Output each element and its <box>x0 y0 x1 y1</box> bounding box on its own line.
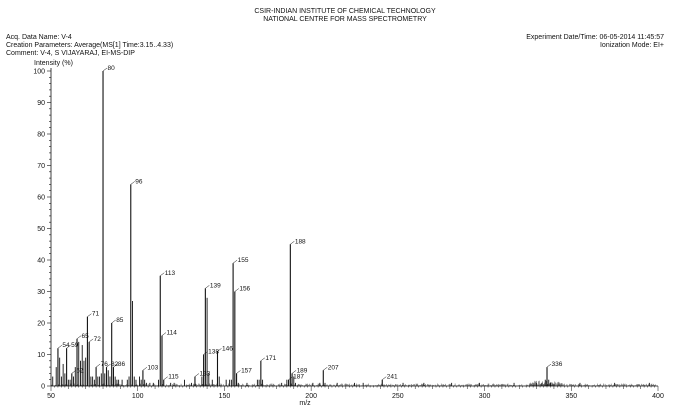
peak-label-leader <box>205 285 210 289</box>
peak-label-62: 62 <box>76 367 84 374</box>
peak-label-157: 157 <box>241 367 252 374</box>
peak-label-54: 54 <box>62 342 70 349</box>
x-tick-label: 50 <box>47 393 55 400</box>
x-tick-label: 250 <box>392 393 404 400</box>
peak-label-leader <box>161 332 167 336</box>
peak-label-leader <box>290 241 295 245</box>
peak-label-leader <box>323 367 328 371</box>
acq-data-name: Acq. Data Name: V-4 <box>6 34 72 41</box>
ionization-mode: Ionization Mode: EI+ <box>599 42 664 49</box>
x-tick-label: 400 <box>652 393 664 400</box>
peak-label-leader <box>232 259 238 264</box>
peak-label-71: 71 <box>92 311 100 318</box>
x-tick-label: 150 <box>219 393 231 400</box>
comment: Comment: V-4, S VIJAYARAJ, EI-MS-DIP <box>6 50 135 57</box>
peak-label-leader <box>87 313 92 317</box>
y-tick-label: 50 <box>37 226 45 233</box>
peak-label-155: 155 <box>238 257 249 264</box>
peak-label-leader <box>142 367 148 371</box>
peak-label-241: 241 <box>387 374 398 381</box>
y-tick-label: 70 <box>37 163 45 170</box>
x-tick-label: 200 <box>305 393 317 400</box>
centre-title: NATIONAL CENTRE FOR MASS SPECTROMETRY <box>263 16 427 23</box>
peak-label-187: 187 <box>293 374 304 381</box>
peak-label-72: 72 <box>94 336 102 343</box>
y-tick-label: 60 <box>37 195 45 202</box>
peak-label-leader <box>217 348 222 352</box>
peak-label-207: 207 <box>328 364 339 371</box>
x-tick-label: 100 <box>132 393 144 400</box>
peak-label-leader <box>260 357 265 361</box>
x-tick-label: 300 <box>479 393 491 400</box>
peak-label-leader <box>163 376 168 380</box>
chart-peaks <box>51 71 656 386</box>
institute-title: CSIR-INDIAN INSTITUTE OF CHEMICAL TECHNO… <box>254 8 436 15</box>
y-tick-label: 100 <box>33 69 45 76</box>
creation-parameters: Creation Parameters: Average(MS[1] Time:… <box>6 42 174 49</box>
peak-label-leader <box>291 370 297 374</box>
peak-label-leader <box>76 335 82 339</box>
peak-label-leader <box>106 363 111 368</box>
x-axis-label: m/z <box>299 400 311 407</box>
peak-label-138: 138 <box>208 349 219 356</box>
chart-axes <box>50 68 658 387</box>
peak-label-96: 96 <box>135 178 143 185</box>
peak-label-156: 156 <box>239 286 250 293</box>
y-axis-label: Intensity (%) <box>34 60 73 67</box>
peak-label-leader <box>102 67 108 72</box>
y-tick-label: 90 <box>37 100 45 107</box>
peak-label-146: 146 <box>222 345 233 352</box>
peak-label-leader <box>89 338 94 343</box>
y-tick-label: 30 <box>37 289 45 296</box>
experiment-datetime: Experiment Date/Time: 06-05-2014 11:45:5… <box>526 34 664 41</box>
peak-label-188: 188 <box>295 238 306 245</box>
peak-label-80: 80 <box>108 65 116 72</box>
peak-label-leader <box>57 345 63 349</box>
x-tick-label: 350 <box>565 393 577 400</box>
peak-label-leader <box>546 363 552 368</box>
peak-label-leader <box>203 351 208 355</box>
y-tick-label: 10 <box>37 352 45 359</box>
y-tick-label: 0 <box>41 384 45 391</box>
peak-label-leader <box>71 370 76 374</box>
peak-label-leader <box>160 272 165 276</box>
peak-label-86: 86 <box>118 361 126 368</box>
peak-label-leader <box>382 376 387 380</box>
peak-label-59: 59 <box>71 342 79 349</box>
chart-peak-labels: 54 59 62 65 71 72 76 80 82 85 86 96 103 113 114 115 133 1… <box>57 65 563 381</box>
peak-label-114: 114 <box>166 330 177 337</box>
peak-label-113: 113 <box>165 270 176 277</box>
peak-label-leader <box>234 288 239 292</box>
peak-label-133: 133 <box>199 371 210 378</box>
peak-label-leader <box>95 363 101 368</box>
peak-label-336: 336 <box>552 361 563 368</box>
peak-label-82: 82 <box>111 361 119 368</box>
peak-label-65: 65 <box>82 333 90 340</box>
peak-label-leader <box>113 363 118 368</box>
peak-label-leader <box>194 373 200 377</box>
y-tick-label: 20 <box>37 321 45 328</box>
peak-label-leader <box>236 370 241 374</box>
y-tick-label: 80 <box>37 132 45 139</box>
peak-label-189: 189 <box>297 367 308 374</box>
peak-label-139: 139 <box>210 282 221 289</box>
peak-label-leader <box>130 181 135 185</box>
peak-label-leader <box>288 376 293 380</box>
peak-label-103: 103 <box>147 364 158 371</box>
peak-label-leader <box>111 319 116 324</box>
peak-label-85: 85 <box>116 317 124 324</box>
peak-label-76: 76 <box>101 361 109 368</box>
peak-label-leader <box>66 345 71 349</box>
peak-label-115: 115 <box>168 374 179 381</box>
peak-label-171: 171 <box>265 355 276 362</box>
y-tick-label: 40 <box>37 258 45 265</box>
chart-ticks: 0 10 20 30 40 50 60 70 80 90 100 50 100 150 200 250 300 3… <box>33 69 664 401</box>
